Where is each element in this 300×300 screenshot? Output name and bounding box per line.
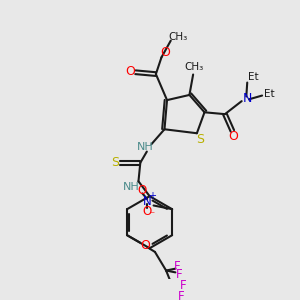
- Text: ⁻: ⁻: [149, 210, 154, 220]
- Text: F: F: [179, 279, 186, 292]
- Text: F: F: [176, 268, 182, 281]
- Text: O: O: [141, 239, 151, 252]
- Text: S: S: [196, 133, 204, 146]
- Text: Et: Et: [264, 89, 275, 99]
- Text: CH₃: CH₃: [184, 62, 204, 72]
- Text: O: O: [228, 130, 238, 143]
- Text: N: N: [242, 92, 252, 105]
- Text: +: +: [148, 191, 156, 201]
- Text: O: O: [142, 205, 152, 218]
- Text: Et: Et: [248, 72, 258, 82]
- Text: F: F: [174, 260, 181, 273]
- Text: O: O: [125, 65, 135, 78]
- Text: N: N: [143, 195, 152, 208]
- Text: O: O: [138, 184, 147, 197]
- Text: NH: NH: [123, 182, 140, 192]
- Text: F: F: [178, 290, 184, 300]
- Text: NH: NH: [136, 142, 153, 152]
- Text: O: O: [160, 46, 170, 59]
- Text: S: S: [111, 156, 119, 169]
- Text: CH₃: CH₃: [169, 32, 188, 42]
